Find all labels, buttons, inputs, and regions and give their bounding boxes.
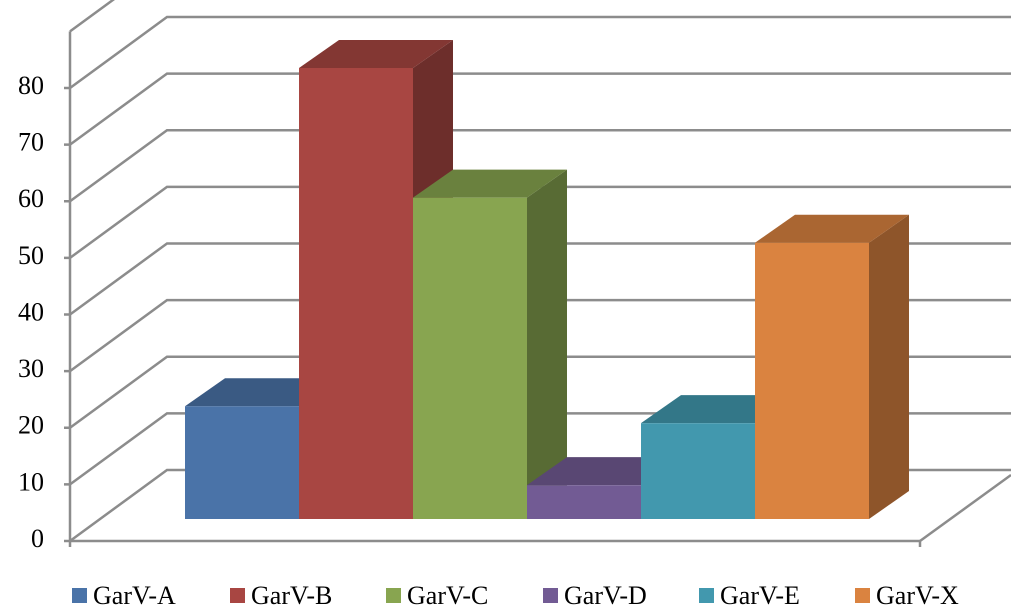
bar-front <box>755 242 869 519</box>
legend-swatch <box>543 588 558 603</box>
y-tick-label: 60 <box>18 184 44 213</box>
bar-front <box>527 485 641 519</box>
bar-side <box>527 169 567 519</box>
gridline <box>69 242 1011 316</box>
legend-item-garv-c: GarV-C <box>386 581 488 610</box>
legend-item-garv-e: GarV-E <box>699 581 800 610</box>
legend-item-garv-d: GarV-D <box>543 581 647 610</box>
legend-item-garv-a: GarV-A <box>72 581 176 610</box>
legend-swatch <box>386 588 401 603</box>
legend-label: GarV-D <box>564 581 647 610</box>
legend-label: GarV-A <box>93 581 176 610</box>
gridline <box>69 129 1011 203</box>
y-tick-label: 0 <box>31 524 44 553</box>
bar-garv-x <box>755 214 909 519</box>
legend-swatch <box>230 588 245 603</box>
gridline <box>69 298 1011 373</box>
y-tick-label: 50 <box>18 241 44 270</box>
bar-front <box>413 197 527 519</box>
axes: 0 10 20 30 40 50 60 70 80 <box>18 31 922 553</box>
y-tick-label: 40 <box>18 297 44 326</box>
bar-top <box>755 214 909 243</box>
bar-front <box>185 406 299 519</box>
gridline <box>69 0 115 33</box>
legend-swatch <box>72 588 87 603</box>
legend: GarV-A GarV-B GarV-C GarV-D GarV-E GarV-X <box>72 581 959 610</box>
gridline <box>69 185 1011 259</box>
y-tick-label: 10 <box>18 467 44 496</box>
bar-top <box>413 169 567 198</box>
gridline <box>69 355 1011 429</box>
legend-swatch <box>699 588 714 603</box>
legend-item-garv-x: GarV-X <box>855 581 959 610</box>
legend-label: GarV-C <box>407 581 488 610</box>
y-tick-label: 30 <box>18 354 44 383</box>
y-tick-label: 20 <box>18 411 44 440</box>
bar-garv-c <box>413 169 567 519</box>
legend-swatch <box>855 588 870 603</box>
bar-front <box>641 423 755 519</box>
y-tick-label: 70 <box>18 128 44 157</box>
floor-right-edge <box>919 473 1011 543</box>
legend-label: GarV-X <box>876 581 959 610</box>
gridline <box>69 15 1011 90</box>
bar-side <box>869 214 909 519</box>
legend-label: GarV-E <box>720 581 800 610</box>
y-tick-label: 80 <box>18 71 44 100</box>
gridlines <box>69 0 1011 543</box>
legend-item-garv-b: GarV-B <box>230 581 332 610</box>
bar-front <box>299 68 413 519</box>
bars <box>185 40 909 519</box>
legend-label: GarV-B <box>251 581 332 610</box>
bar-top <box>299 40 453 68</box>
gridline <box>69 72 1011 146</box>
